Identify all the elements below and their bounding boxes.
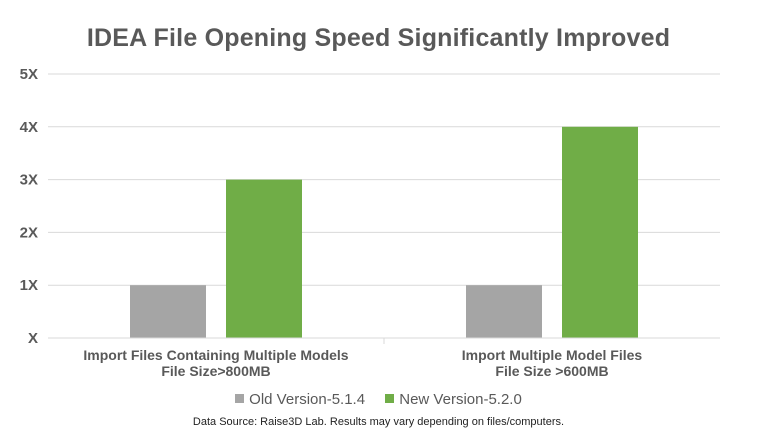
- y-tick-label: 1X: [20, 277, 38, 294]
- category-label: File Size>800MB: [161, 363, 270, 379]
- category-label: Import Multiple Model Files: [462, 347, 643, 363]
- legend-item-new-version: New Version-5.2.0: [385, 391, 522, 408]
- x-axis: [48, 337, 720, 344]
- category-labels: Import Files Containing Multiple ModelsF…: [83, 347, 642, 379]
- y-tick-label: 3X: [20, 172, 38, 189]
- y-axis-ticks: X 1X 2X 3X 4X 5X: [20, 66, 38, 347]
- bar-new-version: [562, 126, 638, 338]
- bar-old-version: [466, 285, 542, 338]
- chart-title: IDEA File Opening Speed Significantly Im…: [86, 24, 671, 52]
- legend-label-new-version: New Version-5.2.0: [399, 391, 522, 408]
- y-tick-label: 4X: [20, 119, 38, 136]
- legend-label-old-version: Old Version-5.1.4: [249, 391, 366, 408]
- legend: Old Version-5.1.4 New Version-5.2.0: [0, 391, 757, 408]
- legend-swatch-new-version: [385, 394, 395, 403]
- bar-chart: X 1X 2X 3X 4X 5X Import Files Containing Mult…: [20, 66, 720, 379]
- category-label: File Size >600MB: [495, 363, 608, 379]
- legend-swatch-old-version: [235, 394, 245, 403]
- bar-new-version: [226, 179, 302, 338]
- y-tick-label: 2X: [20, 224, 38, 241]
- bar-old-version: [130, 285, 206, 338]
- bars: [130, 126, 638, 338]
- y-tick-label: 5X: [20, 66, 38, 83]
- data-source-note: Data Source: Raise3D Lab. Results may va…: [192, 416, 565, 428]
- legend-item-old-version: Old Version-5.1.4: [235, 391, 365, 408]
- y-tick-label: X: [28, 330, 38, 347]
- category-label: Import Files Containing Multiple Models: [83, 347, 348, 363]
